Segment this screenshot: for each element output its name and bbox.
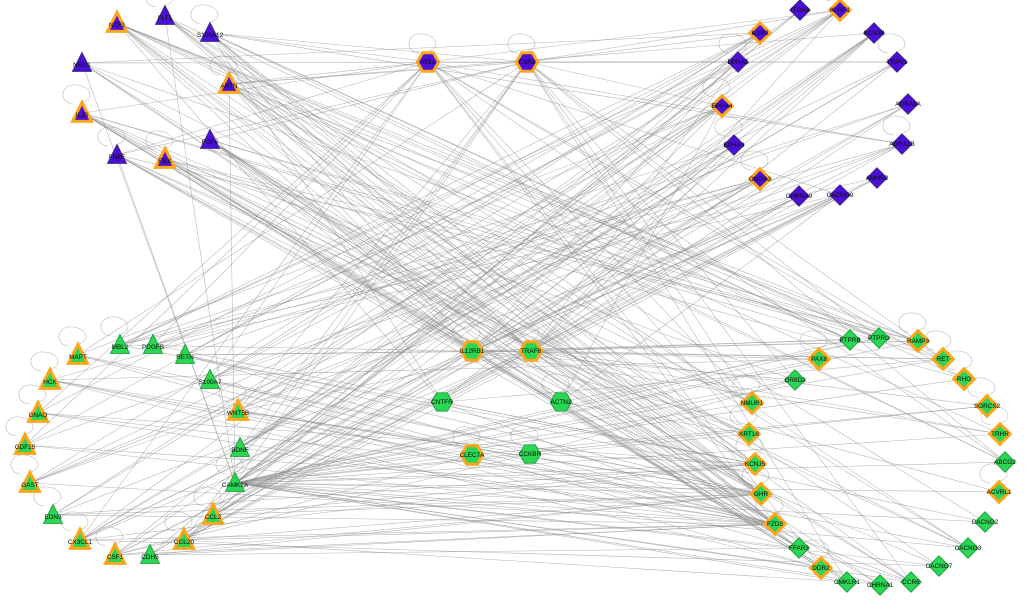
svg-text:NTF3: NTF3: [109, 22, 125, 29]
svg-text:HCK: HCK: [43, 379, 57, 386]
svg-text:CNTFR: CNTFR: [431, 399, 453, 406]
svg-text:NRG1: NRG1: [73, 62, 91, 69]
svg-text:ESR2: ESR2: [519, 59, 536, 66]
svg-text:RETN: RETN: [176, 354, 194, 361]
svg-text:GHR: GHR: [754, 491, 769, 498]
svg-text:FILK: FILK: [158, 158, 172, 165]
svg-text:CLEC7A: CLEC7A: [460, 452, 486, 459]
svg-text:ADRA1B: ADRA1B: [889, 141, 915, 148]
svg-text:CACNG2: CACNG2: [972, 519, 999, 526]
svg-text:EPHA4: EPHA4: [712, 103, 733, 110]
svg-text:GNAQ: GNAQ: [29, 412, 48, 419]
svg-text:S100A12: S100A12: [197, 32, 224, 39]
svg-text:RAMP3: RAMP3: [907, 338, 929, 345]
svg-text:NMUR1: NMUR1: [741, 400, 764, 407]
svg-text:FN8E: FN8E: [109, 154, 125, 161]
svg-text:FFAR3: FFAR3: [789, 545, 809, 552]
svg-text:S100A7: S100A7: [199, 379, 222, 386]
svg-text:FGF6: FGF6: [202, 139, 219, 146]
svg-text:EPHA5: EPHA5: [728, 59, 749, 66]
svg-text:KLRF1: KLRF1: [830, 7, 850, 14]
svg-text:CX3CL1: CX3CL1: [68, 539, 93, 546]
svg-text:EDN3: EDN3: [44, 514, 61, 521]
svg-text:CAMK2A: CAMK2A: [222, 482, 249, 489]
svg-text:TRHR: TRHR: [991, 431, 1009, 438]
svg-text:MAPT: MAPT: [69, 354, 87, 361]
svg-text:RHO: RHO: [957, 376, 971, 383]
svg-text:CMKLR1: CMKLR1: [834, 579, 860, 586]
svg-text:ABCG2: ABCG2: [994, 459, 1016, 466]
svg-text:BDNF: BDNF: [231, 447, 248, 454]
svg-text:IL20: IL20: [76, 112, 89, 119]
svg-text:KCNJ5: KCNJ5: [745, 461, 766, 468]
svg-text:CCL20: CCL20: [174, 539, 194, 546]
svg-text:CSF1: CSF1: [107, 554, 124, 561]
svg-text:PAX8: PAX8: [811, 356, 827, 363]
svg-text:IRS1: IRS1: [421, 59, 436, 66]
svg-text:SORCS2: SORCS2: [974, 403, 1001, 410]
svg-text:EPHA3: EPHA3: [724, 142, 745, 149]
svg-text:GDF15: GDF15: [15, 444, 36, 451]
svg-text:CHRNA1: CHRNA1: [867, 582, 894, 589]
svg-text:CCL2: CCL2: [205, 514, 222, 521]
svg-text:ACVRL1: ACVRL1: [987, 489, 1012, 496]
svg-text:CACNG7: CACNG7: [926, 563, 953, 570]
svg-text:CCKBR: CCKBR: [519, 451, 542, 458]
svg-text:PTPRO: PTPRO: [868, 335, 890, 342]
svg-text:PDGFB: PDGFB: [142, 344, 164, 351]
svg-text:DDR2: DDR2: [812, 565, 830, 572]
svg-text:TRAF6: TRAF6: [521, 348, 542, 355]
svg-text:CACNG3: CACNG3: [955, 545, 982, 552]
svg-text:KRT18: KRT18: [739, 431, 759, 438]
svg-text:OR8D2: OR8D2: [784, 377, 806, 384]
svg-text:GAST: GAST: [21, 482, 38, 489]
svg-text:IL1R2: IL1R2: [751, 30, 768, 37]
svg-text:ACTN2: ACTN2: [551, 399, 572, 406]
svg-text:CCR6: CCR6: [902, 579, 920, 586]
svg-text:CDH5: CDH5: [141, 554, 159, 561]
svg-text:ITGA8: ITGA8: [791, 7, 810, 14]
svg-text:AMHR2: AMHR2: [866, 175, 889, 182]
svg-text:TRPV1: TRPV1: [887, 59, 908, 66]
svg-text:FLT1: FLT1: [158, 15, 173, 22]
svg-text:MBL2: MBL2: [112, 344, 129, 351]
svg-text:SCN3B: SCN3B: [863, 30, 884, 37]
svg-text:PTPRB: PTPRB: [839, 337, 860, 344]
svg-text:CACNG9: CACNG9: [827, 192, 854, 199]
svg-text:CNGA3: CNGA3: [749, 176, 771, 183]
svg-text:WNT5B: WNT5B: [227, 410, 249, 417]
svg-text:RET: RET: [937, 356, 950, 363]
svg-text:IL12RB1: IL12RB1: [460, 348, 485, 355]
svg-text:ADRA1A: ADRA1A: [895, 101, 921, 108]
svg-text:ARTN: ARTN: [220, 83, 238, 90]
svg-text:FZD3: FZD3: [767, 521, 783, 528]
svg-text:CHRNA9: CHRNA9: [786, 193, 813, 200]
